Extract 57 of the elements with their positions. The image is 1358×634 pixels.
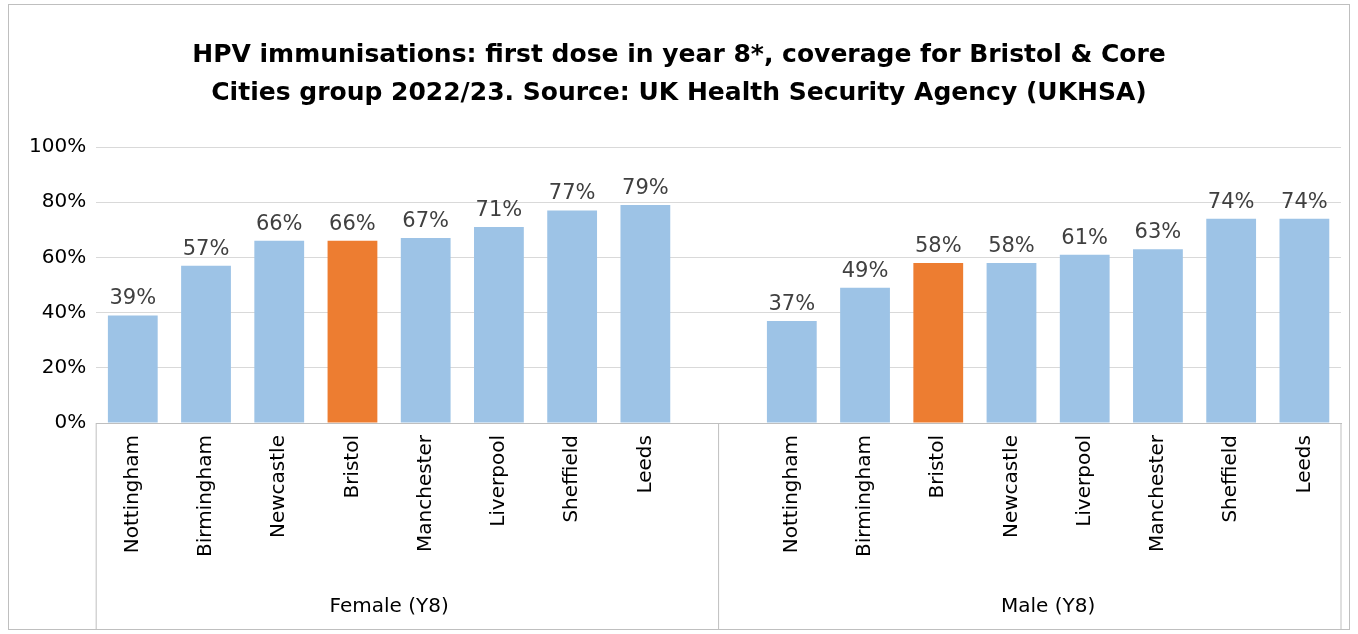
data-label: 37% bbox=[768, 290, 816, 315]
bar bbox=[840, 287, 890, 423]
bar bbox=[400, 238, 451, 423]
x-tick-label: Leeds bbox=[631, 435, 656, 494]
data-label: 58% bbox=[988, 232, 1035, 257]
data-label: 57% bbox=[182, 235, 230, 260]
x-tick-label: Birmingham bbox=[192, 435, 217, 558]
bar bbox=[1059, 254, 1110, 423]
x-tick-label: Nottingham bbox=[118, 435, 143, 554]
bar bbox=[474, 227, 524, 423]
bar bbox=[1206, 218, 1257, 423]
bar bbox=[107, 315, 158, 423]
bar bbox=[913, 262, 964, 423]
bar bbox=[766, 320, 817, 423]
data-label: 77% bbox=[548, 180, 596, 205]
bar bbox=[547, 210, 598, 423]
data-label: 66% bbox=[255, 210, 303, 235]
bar bbox=[181, 265, 231, 423]
data-label: 39% bbox=[109, 285, 157, 310]
chart-title: HPV immunisations: first dose in year 8*, coverage for Bristol & Core Cities group 2022/23. Source: UK Health Security Agency (UKHSA) bbox=[191, 38, 1167, 108]
data-label: 58% bbox=[914, 232, 962, 257]
data-label: 74% bbox=[1281, 188, 1328, 213]
text: Male (Y8) bbox=[1000, 593, 1096, 618]
x-tick-label: Birmingham bbox=[851, 435, 876, 558]
x-tick-label: Newcastle bbox=[997, 435, 1022, 539]
text: Female (Y8) bbox=[329, 593, 449, 618]
y-tick-label: 60% bbox=[41, 243, 87, 268]
data-label: 71% bbox=[475, 197, 523, 221]
x-tick-label: Manchester bbox=[411, 434, 436, 552]
data-label: 49% bbox=[841, 257, 889, 282]
x-tick-label: Bristol bbox=[338, 435, 363, 499]
x-tick-label: Liverpool bbox=[1070, 435, 1095, 527]
x-tick-label: Sheffield bbox=[1217, 435, 1242, 523]
data-label: 66% bbox=[329, 210, 376, 235]
y-tick-label: 40% bbox=[41, 298, 87, 323]
x-tick-label: Newcastle bbox=[265, 435, 290, 539]
data-label: 67% bbox=[402, 208, 450, 233]
x-tick-label: Sheffield bbox=[558, 435, 583, 523]
bar bbox=[620, 204, 671, 423]
bar bbox=[1279, 218, 1330, 423]
data-label: 61% bbox=[1061, 224, 1109, 249]
x-tick-label: Bristol bbox=[924, 435, 949, 499]
x-tick-label: Manchester bbox=[1144, 434, 1169, 552]
data-label: 79% bbox=[622, 174, 669, 199]
data-label: 63% bbox=[1134, 219, 1182, 244]
bar bbox=[327, 240, 378, 423]
y-tick-label: 100% bbox=[28, 133, 87, 158]
x-tick-label: Nottingham bbox=[778, 435, 803, 554]
data-label: 74% bbox=[1207, 188, 1255, 213]
y-tick-label: 80% bbox=[41, 188, 87, 213]
bar bbox=[1133, 249, 1183, 423]
bar bbox=[254, 240, 305, 423]
x-tick-label: Leeds bbox=[1290, 435, 1315, 494]
y-tick-label: 0% bbox=[54, 409, 87, 434]
x-tick-label: Liverpool bbox=[485, 435, 510, 527]
bar bbox=[986, 262, 1037, 423]
y-tick-label: 20% bbox=[41, 354, 87, 379]
